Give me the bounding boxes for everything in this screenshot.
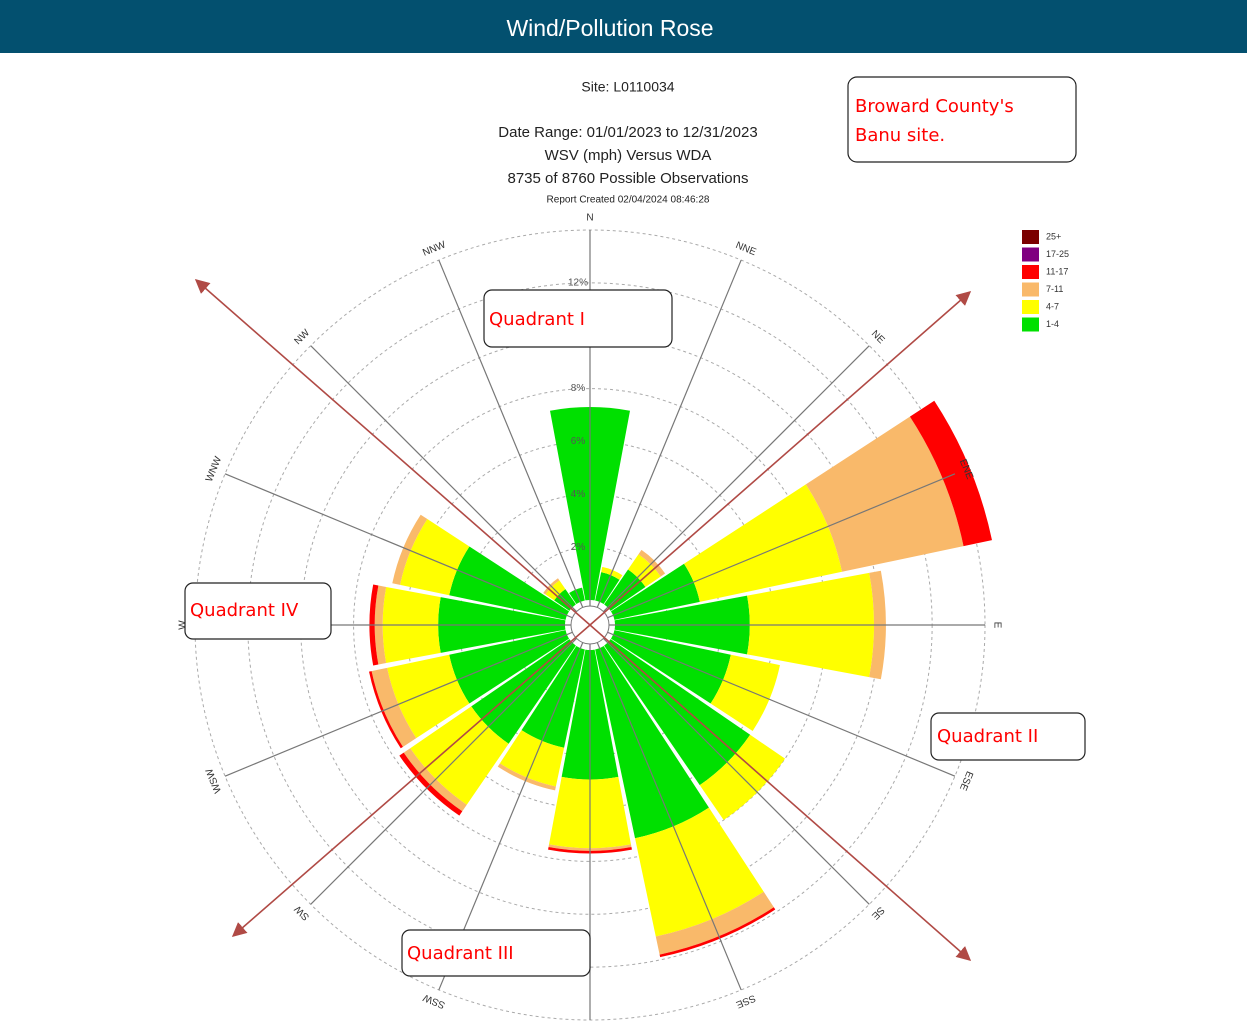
arrow <box>231 624 591 937</box>
header-bar <box>0 0 1247 53</box>
r-tick-label: 4% <box>571 489 586 500</box>
direction-label: WSW <box>204 766 224 794</box>
direction-label: E <box>991 622 1002 629</box>
rose-segment <box>548 847 632 854</box>
subtitle: WSV (mph) Versus WDA <box>545 147 712 164</box>
direction-line <box>438 259 591 626</box>
legend-swatch <box>1022 230 1039 244</box>
annotation-box <box>483 289 673 348</box>
annotation-box <box>847 76 1077 163</box>
direction-line <box>589 473 956 626</box>
legend-swatch <box>1022 265 1039 279</box>
rose-segment <box>655 891 774 955</box>
arrow <box>589 624 972 961</box>
annotation-box <box>930 712 1086 761</box>
rose-segment <box>684 484 843 602</box>
direction-line <box>589 259 742 626</box>
chart-title: Wind/Pollution Rose <box>506 15 713 41</box>
rose: NNNENEENEEESESESSESSSWSWWSWWWNWNWNNW2%4%… <box>178 213 1003 1034</box>
rose-segment <box>805 416 964 572</box>
direction-label: NE <box>869 329 887 347</box>
r-tick-label: 8% <box>571 383 586 394</box>
subtitle: 8735 of 8760 Possible Observations <box>508 170 749 187</box>
direction-line <box>589 624 870 905</box>
r-tick-label: 2% <box>571 542 586 553</box>
annotation: Broward County's <box>855 96 1014 117</box>
rose-segment <box>909 400 992 547</box>
direction-label: SW <box>292 903 312 923</box>
rose-segment <box>635 807 764 937</box>
rose-segment <box>610 563 700 620</box>
direction-label: W <box>178 620 189 630</box>
direction-line <box>224 473 591 626</box>
legend-swatch <box>1022 247 1039 262</box>
rose-segment <box>400 519 470 596</box>
rose-segment <box>595 572 620 605</box>
rose-segment <box>399 752 463 816</box>
subtitle: Report Created 02/04/2024 08:46:28 <box>547 195 710 206</box>
rose-segment <box>548 844 632 851</box>
rose-segment <box>595 645 709 839</box>
rose-segment <box>449 546 570 620</box>
legend-label: 17-25 <box>1046 249 1069 259</box>
rose-segment <box>569 587 585 605</box>
annotation-box <box>401 929 591 977</box>
legend-swatch <box>1022 317 1039 332</box>
rose-segment <box>499 730 565 787</box>
rose-segment <box>369 671 403 749</box>
direction-label: NW <box>293 327 313 347</box>
direction-label: SSW <box>421 991 447 1010</box>
legend: 25+ 17-25 11-17 7-11 4-7 1-4 <box>1022 230 1069 332</box>
arrow <box>589 291 972 626</box>
legend-label: 11-17 <box>1046 266 1068 276</box>
annotation: Quadrant IV <box>190 600 299 621</box>
rose-segment <box>497 763 556 791</box>
direction-line <box>224 624 591 777</box>
rose-segment <box>449 630 570 704</box>
annotation: Quadrant II <box>937 726 1038 747</box>
direction-label: NNE <box>734 240 758 258</box>
subtitle: Date Range: 01/01/2023 to 12/31/2023 <box>498 124 757 141</box>
legend-label: 7-11 <box>1046 284 1063 294</box>
direction-line <box>310 345 591 626</box>
direction-label: N <box>586 213 593 224</box>
arrow <box>194 279 591 626</box>
legend-label: 4-7 <box>1046 301 1059 311</box>
rose-segment <box>371 667 417 747</box>
legend-swatch <box>1022 300 1039 314</box>
direction-line <box>589 345 870 626</box>
legend-swatch <box>1022 282 1039 297</box>
annotation: Banu site. <box>855 125 945 146</box>
direction-label: SSE <box>734 992 757 1010</box>
direction-label: NNW <box>421 239 448 259</box>
legend-label: 1-4 <box>1046 319 1059 329</box>
direction-label: WNW <box>204 455 224 484</box>
legend-label: 25+ <box>1046 231 1061 241</box>
r-tick-label: 12% <box>568 277 588 288</box>
annotation-boxes <box>184 76 1086 977</box>
annotation: Quadrant I <box>489 309 585 330</box>
r-tick-label: 6% <box>571 436 586 447</box>
direction-line <box>310 624 591 905</box>
rose-segment <box>659 907 776 958</box>
rose-segment <box>610 630 731 704</box>
subtitle: Site: L0110034 <box>581 79 674 95</box>
annotation: Quadrant III <box>407 943 514 964</box>
direction-line <box>438 624 591 991</box>
rose-segment <box>387 654 470 739</box>
quadrant-arrows <box>194 279 972 961</box>
direction-label: ESE <box>957 769 975 792</box>
annotation-box <box>184 582 332 640</box>
direction-label: SE <box>869 904 886 921</box>
rose-segment <box>521 645 585 748</box>
direction-line <box>589 624 956 777</box>
rose-segment <box>710 654 780 731</box>
direction-line <box>589 624 742 991</box>
